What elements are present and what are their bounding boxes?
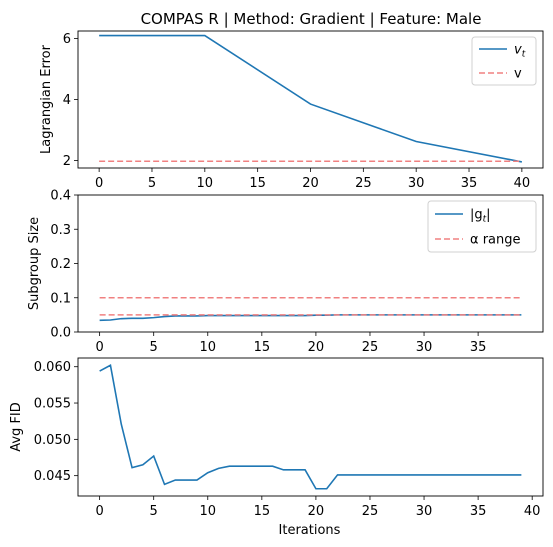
x-tick-label-1-1: 5 — [150, 340, 158, 355]
x-tick-label-1-0: 0 — [95, 340, 103, 355]
x-tick-label-2-5: 25 — [362, 504, 379, 519]
x-tick-label-0-4: 20 — [302, 176, 319, 191]
x-tick-label-1-2: 10 — [199, 340, 216, 355]
legend-label-0-1: v — [514, 67, 522, 82]
x-tick-label-2-2: 10 — [199, 504, 216, 519]
series-line-1-0 — [99, 314, 522, 322]
lagrangian-error-panel: 0 5 10 15 20 25 30 35 40 2 4 6 Lagrangian Error vt v — [39, 30, 544, 191]
y-tick-label-2-1: 0.050 — [34, 433, 71, 448]
legend-box-0 — [471, 36, 537, 86]
x-tick-label-0-7: 35 — [461, 176, 478, 191]
x-axis-label-2: Iterations — [279, 523, 341, 538]
y-tick-label-2-3: 0.060 — [34, 360, 71, 375]
y-tick-label-1-2: 0.2 — [50, 257, 71, 272]
y-axis-label-1: Subgroup Size — [27, 217, 42, 310]
legend-0: vt v — [471, 36, 537, 86]
x-tick-label-2-3: 15 — [254, 504, 271, 519]
x-tick-label-1-4: 20 — [308, 340, 325, 355]
y-tick-label-1-1: 0.1 — [50, 291, 71, 306]
subgroup-size-panel: 0 5 10 15 20 25 30 35 0.0 0.1 0.2 0.3 0.4 Subgroup Si… — [27, 189, 544, 355]
x-tick-label-2-4: 20 — [308, 504, 325, 519]
y-axis-label-0: Lagrangian Error — [39, 44, 54, 154]
x-tick-label-0-3: 15 — [249, 176, 266, 191]
y-tick-label-0-2: 6 — [63, 32, 71, 47]
x-tick-label-0-6: 30 — [408, 176, 425, 191]
axes-frame-2 — [77, 357, 544, 497]
legend-label-1-0: |gt| — [470, 208, 491, 225]
y-tick-label-1-3: 0.3 — [50, 223, 71, 238]
legend-1: |gt| α range — [427, 200, 537, 253]
legend-label-1-1: α range — [470, 233, 521, 248]
x-tick-label-1-6: 30 — [416, 340, 433, 355]
x-tick-label-0-1: 5 — [148, 176, 156, 191]
x-tick-label-0-0: 0 — [95, 176, 103, 191]
y-tick-label-0-0: 2 — [63, 154, 71, 169]
legend-label-0-0: vt — [514, 43, 526, 60]
series-line-2-0 — [99, 364, 522, 490]
y-tick-label-2-0: 0.045 — [34, 469, 71, 484]
y-tick-label-1-4: 0.4 — [50, 189, 71, 204]
x-tick-label-2-1: 5 — [150, 504, 158, 519]
x-tick-label-2-0: 0 — [95, 504, 103, 519]
y-axis-label-2: Avg FID — [9, 402, 24, 452]
x-tick-label-0-5: 25 — [355, 176, 372, 191]
x-tick-label-2-7: 35 — [470, 504, 487, 519]
y-tick-label-1-0: 0.0 — [50, 326, 71, 341]
x-tick-label-1-5: 25 — [362, 340, 379, 355]
figure-title: COMPAS R | Method: Gradient | Feature: M… — [141, 10, 482, 28]
x-tick-label-1-7: 35 — [470, 340, 487, 355]
y-tick-label-0-1: 4 — [63, 93, 71, 108]
series-line-0-0 — [99, 34, 523, 163]
x-tick-label-0-2: 10 — [197, 176, 214, 191]
avg-fid-panel: 0 5 10 15 20 25 30 35 40 0.045 0.050 0.055 0.060 Avg … — [9, 357, 544, 538]
y-tick-label-2-2: 0.055 — [34, 397, 71, 412]
x-tick-label-2-6: 30 — [416, 504, 433, 519]
x-tick-label-2-8: 40 — [524, 504, 541, 519]
x-tick-label-1-3: 15 — [254, 340, 271, 355]
x-tick-label-0-8: 40 — [514, 176, 531, 191]
